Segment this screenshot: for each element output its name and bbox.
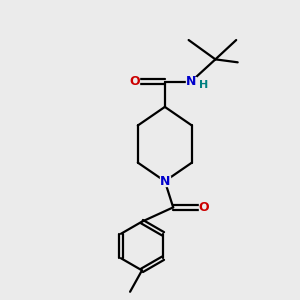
Text: N: N <box>186 75 196 88</box>
Text: H: H <box>199 80 208 90</box>
Bar <box>186 77 196 86</box>
Bar <box>160 176 170 186</box>
Text: O: O <box>198 201 209 214</box>
Text: O: O <box>129 75 140 88</box>
Text: N: N <box>160 175 170 188</box>
Bar <box>199 203 209 212</box>
Bar <box>129 77 139 86</box>
